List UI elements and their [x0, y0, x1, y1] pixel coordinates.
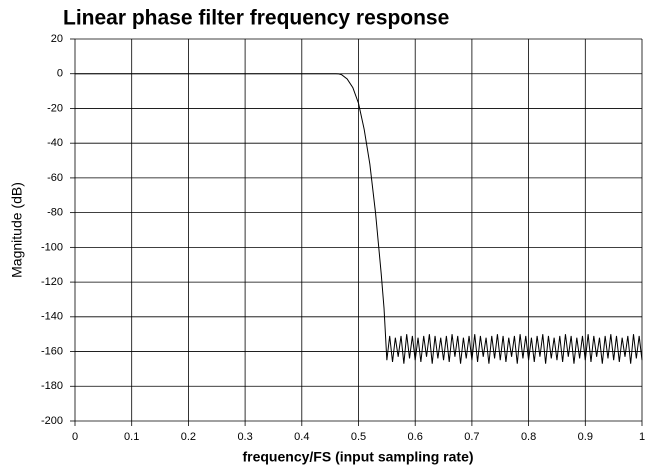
y-tick-label: -120: [41, 276, 63, 288]
y-tick-label: -100: [41, 241, 63, 253]
x-tick-label: 0.3: [237, 431, 252, 443]
x-tick-label: 1: [639, 431, 645, 443]
y-tick-label: -180: [41, 380, 63, 392]
x-tick-label: 0: [72, 431, 78, 443]
x-tick-label: 0.2: [181, 431, 196, 443]
x-tick-label: 0.7: [464, 431, 479, 443]
y-tick-label: -80: [47, 207, 63, 219]
x-tick-label: 0.5: [351, 431, 366, 443]
x-axis-label: frequency/FS (input sampling rate): [242, 449, 473, 465]
y-tick-label: -40: [47, 137, 63, 149]
y-tick-label: 0: [57, 68, 63, 80]
y-tick-label: 20: [51, 33, 63, 45]
y-tick-label: -60: [47, 172, 63, 184]
x-tick-label: 0.4: [294, 431, 309, 443]
y-tick-label: -160: [41, 345, 63, 357]
y-tick-label: -140: [41, 311, 63, 323]
x-tick-label: 0.1: [124, 431, 139, 443]
x-tick-label: 0.9: [578, 431, 593, 443]
y-tick-label: -20: [47, 102, 63, 114]
series-line: [75, 73, 643, 364]
chart-title: Linear phase filter frequency response: [63, 7, 449, 30]
y-tick-label: -200: [41, 415, 63, 427]
y-axis-label: Magnitude (dB): [9, 182, 25, 278]
x-tick-label: 0.8: [521, 431, 536, 443]
x-tick-label: 0.6: [408, 431, 423, 443]
